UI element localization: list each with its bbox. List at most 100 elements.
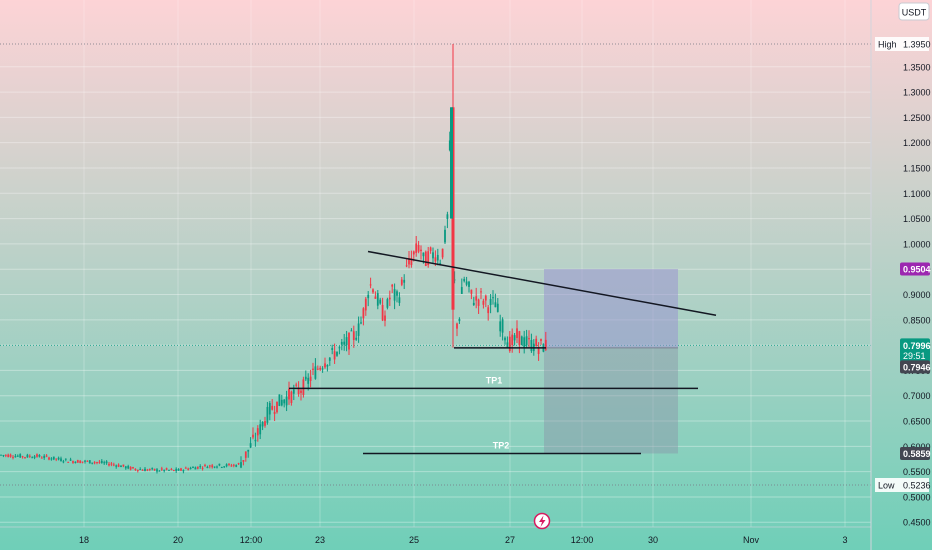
entry-price-label: 0.7946: [900, 360, 931, 374]
candle-body: [105, 461, 108, 464]
candle-body: [540, 339, 542, 341]
candle-body: [72, 461, 74, 463]
lightning-icon[interactable]: [533, 512, 551, 530]
candle-body: [57, 457, 60, 460]
position-tool[interactable]: [544, 269, 678, 454]
candle-body: [468, 281, 470, 287]
loss-zone[interactable]: [544, 347, 678, 454]
candle-body: [31, 457, 34, 459]
candle-body: [110, 463, 113, 465]
candle-body: [211, 465, 214, 468]
candle-body: [513, 335, 516, 341]
candle-body: [412, 251, 415, 255]
candle-body: [391, 284, 394, 287]
candle-body: [19, 454, 22, 458]
candle-body: [470, 289, 473, 294]
candle-body: [134, 468, 137, 470]
drawings[interactable]: TP1 TP2: [289, 250, 717, 455]
y-tick-label: 1.0000: [903, 239, 931, 249]
candle-body: [458, 318, 461, 322]
candle-body: [376, 293, 379, 306]
candle-body: [60, 458, 62, 462]
candle-body: [501, 319, 504, 333]
candle-body: [81, 461, 84, 463]
candle-body: [472, 302, 475, 306]
candle-body: [492, 297, 494, 299]
candle-body: [144, 468, 146, 472]
candle-body: [158, 470, 161, 472]
x-tick-label: 20: [173, 535, 183, 545]
time-axis[interactable]: 18 20 12:00 23 25 27 12:00 30 Nov 3: [0, 526, 871, 545]
candle-body: [127, 465, 130, 469]
high-price-label-value: 1.3950: [903, 40, 931, 50]
candle-body: [415, 243, 418, 253]
candle-body: [360, 322, 362, 324]
target-price-label-text: 0.9504: [903, 265, 931, 275]
candle-body: [9, 454, 12, 457]
y-tick-label: 1.0500: [903, 214, 931, 224]
high-price-label-label: High: [878, 40, 897, 50]
candle-body: [112, 464, 115, 466]
stop-price-label-bg: [900, 446, 930, 460]
candle-body: [55, 458, 58, 460]
candle-body: [444, 229, 446, 243]
candle-body: [235, 465, 238, 467]
stop-price-label-text: 0.5859: [903, 449, 931, 459]
candle-body: [2, 455, 5, 457]
candle-body: [129, 466, 132, 470]
candle-body: [189, 467, 192, 470]
candle-body: [333, 351, 336, 360]
candle-body: [290, 391, 293, 403]
candle-body: [268, 402, 271, 415]
candle-body: [403, 279, 406, 283]
candle-body: [223, 466, 226, 468]
y-tick-label: 1.3500: [903, 62, 931, 72]
entry-price-label-text: 0.7946: [903, 362, 931, 372]
low-price-label-label: Low: [878, 481, 895, 491]
candle-body: [52, 456, 55, 460]
candle-body: [213, 466, 216, 468]
candle-body: [463, 278, 466, 282]
candle-body: [355, 337, 358, 340]
candle-body: [225, 464, 228, 467]
candle-body: [544, 339, 547, 350]
candle-body: [278, 394, 281, 406]
candle-body: [62, 461, 65, 463]
candle-body: [163, 469, 166, 472]
candle-body: [240, 462, 242, 468]
candle-body: [103, 462, 106, 464]
candle-body: [264, 421, 266, 426]
trendline[interactable]: [367, 250, 717, 316]
candle-body: [331, 348, 334, 350]
x-tick-label: 12:00: [571, 535, 594, 545]
candle-body: [206, 466, 209, 469]
candle-body: [249, 443, 252, 448]
candle-body: [256, 428, 259, 436]
y-tick-label: 0.5000: [903, 492, 931, 502]
candle-body: [456, 323, 458, 329]
low-price-label: Low 0.5236: [875, 478, 931, 492]
candle-body: [336, 351, 338, 356]
current-price-bg: [900, 338, 930, 363]
candle-body: [496, 303, 499, 312]
candle-body: [405, 265, 408, 267]
candle-body: [340, 341, 343, 345]
candle-body: [516, 328, 518, 339]
candle-body: [499, 321, 502, 332]
candle-body: [324, 363, 326, 368]
y-tick-label: 0.4500: [903, 518, 931, 528]
candle-body: [237, 463, 240, 465]
x-tick-label: 27: [505, 535, 515, 545]
candle-body: [64, 458, 67, 460]
profit-zone[interactable]: [544, 269, 678, 348]
candle-body: [312, 368, 314, 371]
candle-body: [40, 457, 43, 459]
y-tick-label: 1.2500: [903, 113, 931, 123]
candle-body: [448, 140, 451, 151]
candle-body: [115, 465, 118, 467]
candle-body: [273, 411, 276, 414]
candle-body: [177, 469, 180, 471]
candle-body: [252, 434, 254, 438]
currency-button[interactable]: USDT: [898, 2, 930, 21]
